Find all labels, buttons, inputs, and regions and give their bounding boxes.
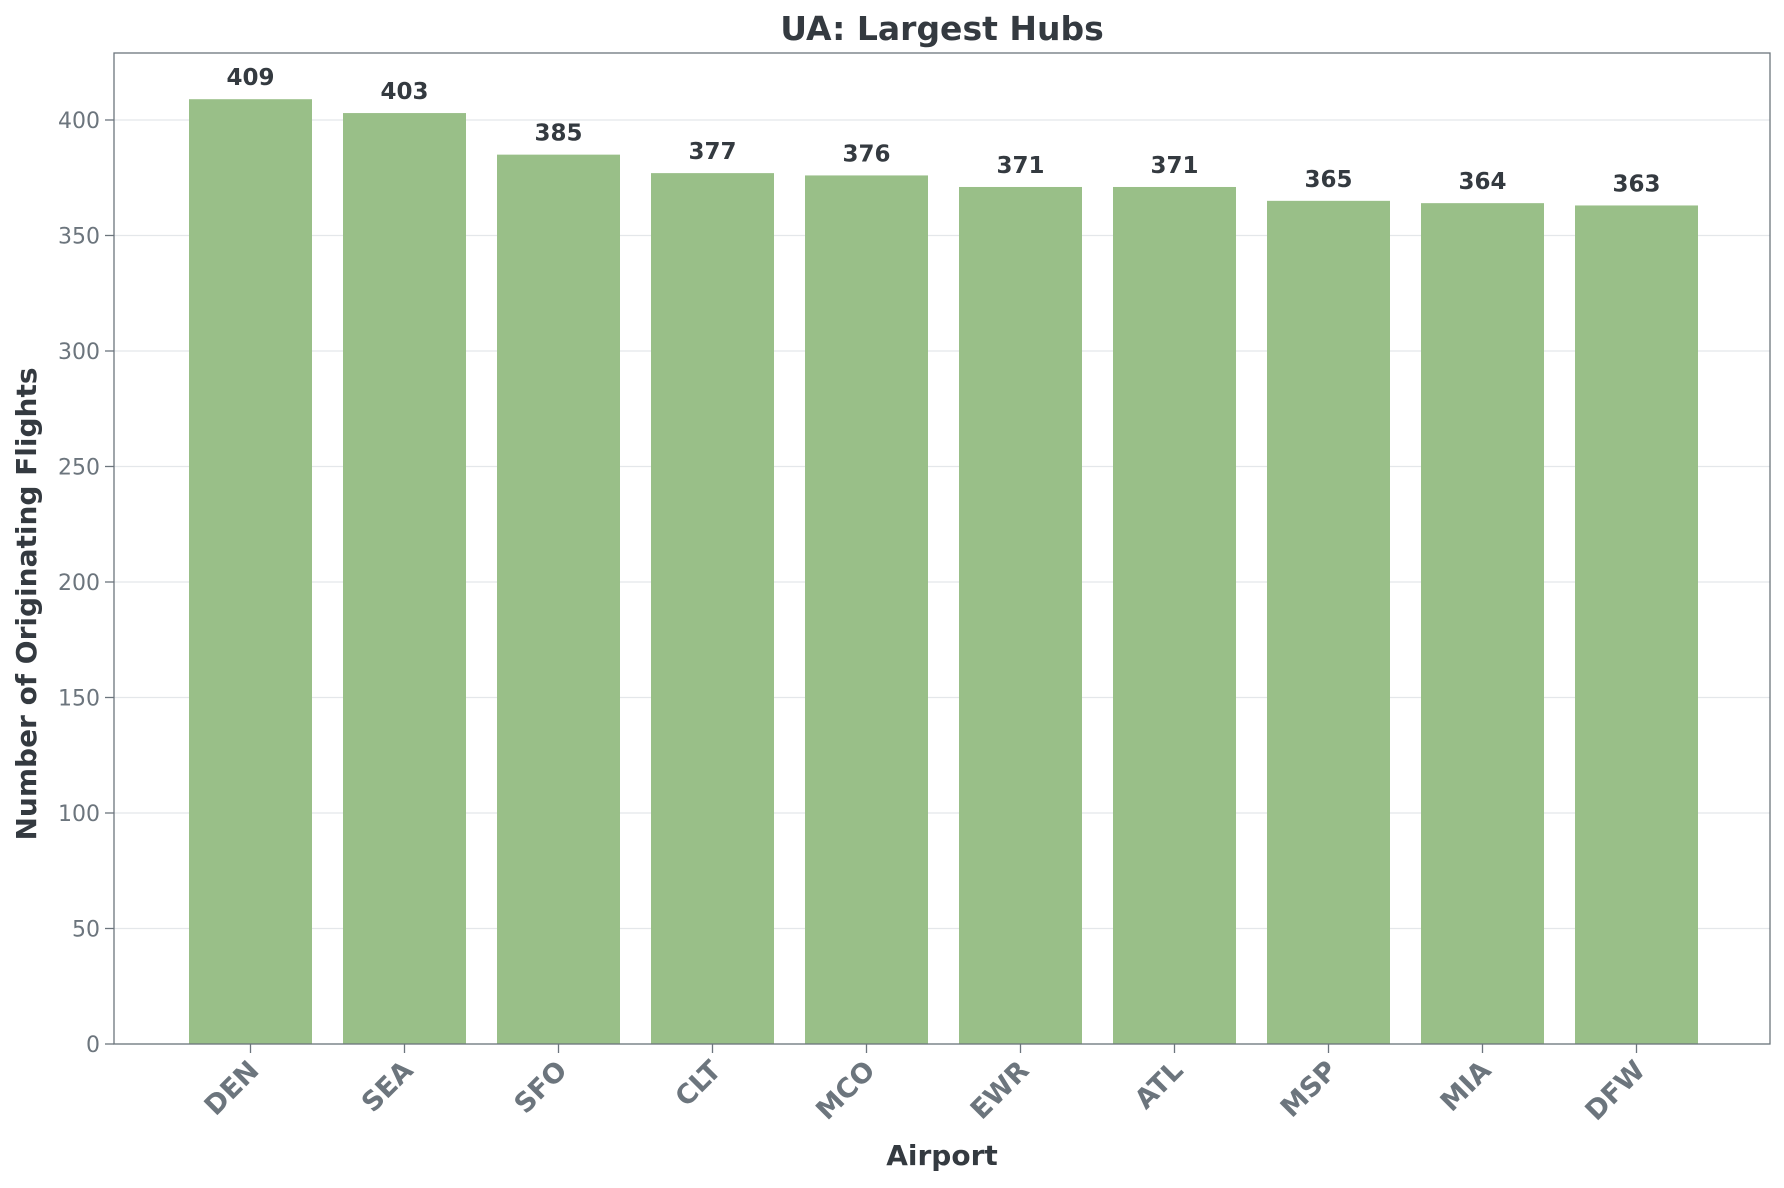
x-tick-label-den: DEN — [199, 1055, 266, 1122]
bar-den — [189, 99, 312, 1045]
axes — [105, 52, 1771, 1053]
y-tick-label: 200 — [58, 571, 100, 596]
value-label-sfo: 385 — [534, 121, 582, 147]
bar-mco — [805, 175, 928, 1045]
value-label-ewr: 371 — [996, 153, 1044, 179]
bar-ewr — [959, 186, 1082, 1045]
x-axis-label: Airport — [886, 1139, 998, 1172]
x-tick-label-msp: MSP — [1275, 1055, 1344, 1124]
x-tick-label-mco: MCO — [810, 1055, 881, 1126]
bar-atl — [1113, 186, 1236, 1045]
value-label-den: 409 — [226, 65, 274, 91]
value-label-dfw: 363 — [1612, 171, 1660, 197]
x-tick-label-sfo: SFO — [509, 1055, 574, 1120]
value-label-clt: 377 — [688, 139, 736, 165]
bars — [189, 99, 1698, 1045]
x-tick-label-mia: MIA — [1435, 1055, 1498, 1118]
y-tick-label: 0 — [86, 1033, 100, 1058]
y-tick-label: 100 — [58, 802, 100, 827]
y-tick-label: 150 — [58, 686, 100, 711]
bar-msp — [1267, 200, 1390, 1044]
value-label-sea: 403 — [380, 79, 428, 105]
value-label-atl: 371 — [1150, 153, 1198, 179]
x-tick-label-ewr: EWR — [965, 1055, 1036, 1126]
y-tick-label: 50 — [72, 917, 100, 942]
bar-clt — [651, 173, 774, 1044]
y-tick-label: 400 — [58, 109, 100, 134]
x-tick-label-dfw: DFW — [1580, 1055, 1652, 1127]
value-label-mco: 376 — [842, 141, 890, 167]
chart-title: UA: Largest Hubs — [780, 9, 1103, 48]
y-axis-label: Number of Originating Flights — [10, 367, 43, 840]
x-tick-label-sea: SEA — [356, 1055, 420, 1119]
bar-mia — [1421, 203, 1544, 1045]
plot-frame — [113, 52, 1771, 1045]
bar-sea — [343, 113, 466, 1044]
x-tick-label-atl: ATL — [1129, 1055, 1189, 1115]
bar-sfo — [497, 154, 620, 1045]
value-label-mia: 364 — [1458, 169, 1506, 195]
bar-dfw — [1575, 205, 1698, 1044]
x-tick-label-clt: CLT — [669, 1055, 727, 1113]
y-tick-label: 300 — [58, 340, 100, 365]
y-tick-label: 250 — [58, 455, 100, 480]
y-tick-label: 350 — [58, 224, 100, 249]
value-label-msp: 365 — [1304, 167, 1352, 193]
